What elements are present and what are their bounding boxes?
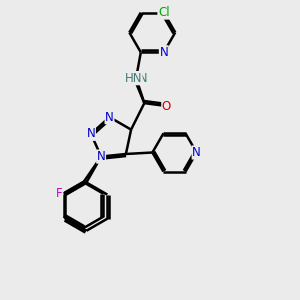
Text: N: N [105,111,114,124]
Text: N: N [87,127,95,140]
Text: HN: HN [124,72,142,85]
Text: HN: HN [130,72,148,85]
Text: H: H [130,73,138,83]
Text: N: N [159,46,168,59]
Text: N: N [97,150,106,163]
Text: N: N [192,146,201,159]
Text: Cl: Cl [158,6,169,19]
Text: O: O [162,100,171,112]
Text: F: F [56,187,62,200]
